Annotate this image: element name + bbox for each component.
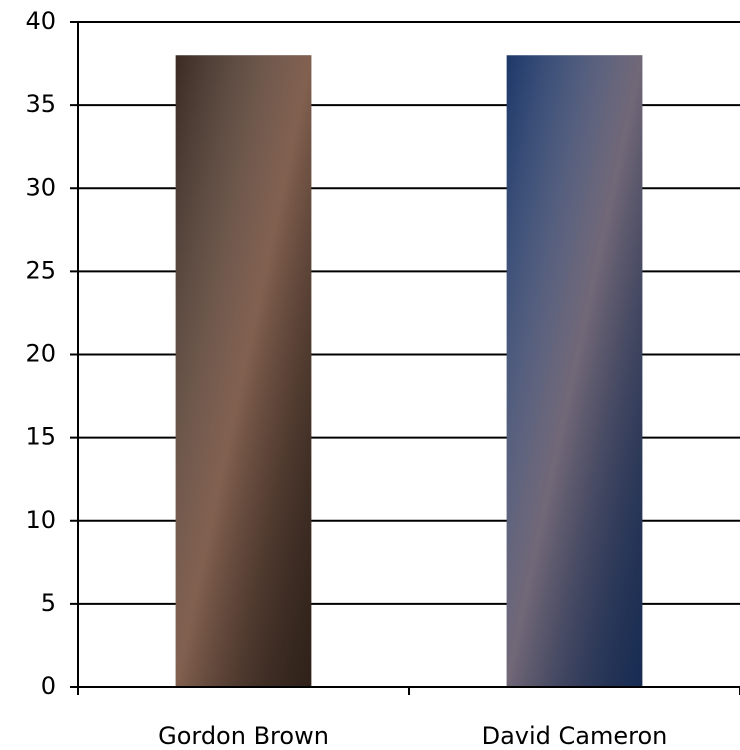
y-tick-label: 40 (25, 7, 56, 35)
y-tick-label: 35 (25, 90, 56, 118)
y-tick-label: 5 (41, 589, 56, 617)
y-tick-label: 20 (25, 340, 56, 368)
bar (506, 55, 643, 687)
y-tick-label: 10 (25, 506, 56, 534)
x-tick-label: David Cameron (482, 722, 668, 750)
y-tick-label: 15 (25, 423, 56, 451)
y-tick-label: 0 (41, 672, 56, 700)
x-tick-label: Gordon Brown (158, 722, 329, 750)
bar (175, 55, 312, 687)
y-tick-label: 30 (25, 173, 56, 201)
y-tick-label: 25 (25, 256, 56, 284)
